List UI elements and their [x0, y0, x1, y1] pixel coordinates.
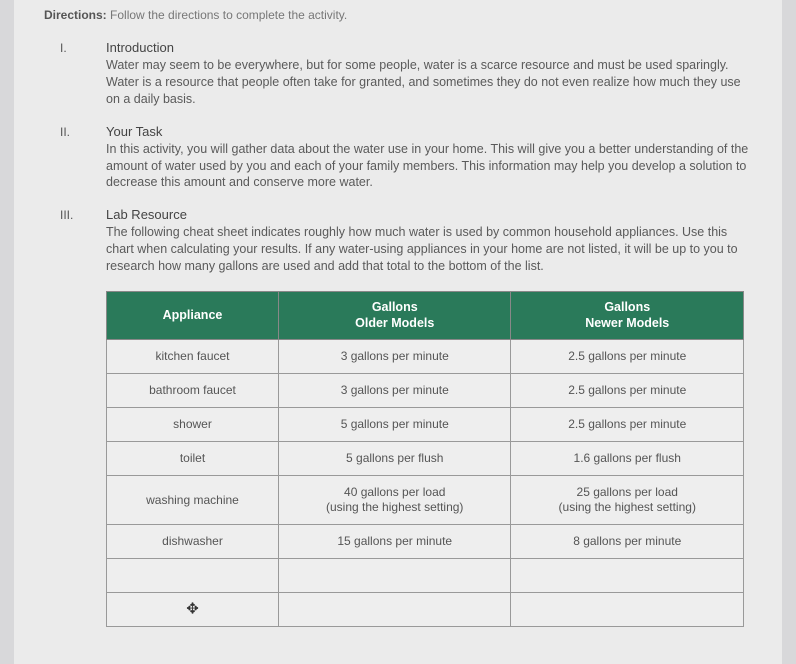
- table-row: kitchen faucet3 gallons per minute2.5 ga…: [107, 340, 744, 374]
- section-num: II.: [60, 124, 106, 192]
- section-title: Your Task: [106, 124, 754, 139]
- section-title: Introduction: [106, 40, 754, 55]
- cell-empty: [278, 559, 511, 593]
- cell-newer: 8 gallons per minute: [511, 525, 744, 559]
- cell-appliance: washing machine: [107, 476, 279, 525]
- section-body: Your Task In this activity, you will gat…: [106, 124, 754, 192]
- directions-bar: Directions: Follow the directions to com…: [42, 8, 754, 22]
- appliance-table: Appliance Gallons Older Models Gallons N…: [106, 291, 744, 627]
- col-label-line2: Newer Models: [585, 316, 669, 330]
- cell-older: 40 gallons per load(using the highest se…: [278, 476, 511, 525]
- cell-empty: [278, 593, 511, 627]
- cell-newer: 2.5 gallons per minute: [511, 408, 744, 442]
- cell-older: 3 gallons per minute: [278, 340, 511, 374]
- section-text: The following cheat sheet indicates roug…: [106, 224, 754, 275]
- cell-empty: [107, 559, 279, 593]
- table-row: bathroom faucet3 gallons per minute2.5 g…: [107, 374, 744, 408]
- table-head: Appliance Gallons Older Models Gallons N…: [107, 291, 744, 339]
- col-appliance: Appliance: [107, 291, 279, 339]
- table-row-empty: [107, 559, 744, 593]
- section-num: III.: [60, 207, 106, 275]
- table-row: dishwasher15 gallons per minute8 gallons…: [107, 525, 744, 559]
- directions-text: Follow the directions to complete the ac…: [110, 8, 347, 22]
- cell-newer: 2.5 gallons per minute: [511, 374, 744, 408]
- table-row: toilet5 gallons per flush1.6 gallons per…: [107, 442, 744, 476]
- col-newer: Gallons Newer Models: [511, 291, 744, 339]
- section-body: Introduction Water may seem to be everyw…: [106, 40, 754, 108]
- section-num: I.: [60, 40, 106, 108]
- section-introduction: I. Introduction Water may seem to be eve…: [42, 40, 754, 108]
- section-text: Water may seem to be everywhere, but for…: [106, 57, 754, 108]
- table-row: washing machine40 gallons per load(using…: [107, 476, 744, 525]
- section-body: Lab Resource The following cheat sheet i…: [106, 207, 754, 275]
- cell-appliance: shower: [107, 408, 279, 442]
- section-text: In this activity, you will gather data a…: [106, 141, 754, 192]
- appliance-table-wrap: Appliance Gallons Older Models Gallons N…: [42, 291, 754, 627]
- cell-newer: 1.6 gallons per flush: [511, 442, 744, 476]
- table-row: shower5 gallons per minute2.5 gallons pe…: [107, 408, 744, 442]
- cell-older: 15 gallons per minute: [278, 525, 511, 559]
- table-row-empty: ✥: [107, 593, 744, 627]
- directions-label: Directions:: [44, 8, 107, 22]
- section-title: Lab Resource: [106, 207, 754, 222]
- col-label-line2: Older Models: [355, 316, 434, 330]
- cell-move-handle[interactable]: ✥: [107, 593, 279, 627]
- cell-older: 5 gallons per minute: [278, 408, 511, 442]
- cell-empty: [511, 559, 744, 593]
- cell-newer: 2.5 gallons per minute: [511, 340, 744, 374]
- move-icon: ✥: [186, 600, 199, 619]
- cell-appliance: toilet: [107, 442, 279, 476]
- cell-appliance: dishwasher: [107, 525, 279, 559]
- col-older: Gallons Older Models: [278, 291, 511, 339]
- col-label-line1: Gallons: [372, 300, 418, 314]
- cell-empty: [511, 593, 744, 627]
- cell-appliance: kitchen faucet: [107, 340, 279, 374]
- section-your-task: II. Your Task In this activity, you will…: [42, 124, 754, 192]
- col-label-line1: Gallons: [604, 300, 650, 314]
- section-lab-resource: III. Lab Resource The following cheat sh…: [42, 207, 754, 275]
- cell-newer: 25 gallons per load(using the highest se…: [511, 476, 744, 525]
- cell-older: 5 gallons per flush: [278, 442, 511, 476]
- col-label: Appliance: [163, 308, 223, 322]
- document-page: Directions: Follow the directions to com…: [14, 0, 782, 664]
- table-header-row: Appliance Gallons Older Models Gallons N…: [107, 291, 744, 339]
- table-body: kitchen faucet3 gallons per minute2.5 ga…: [107, 340, 744, 627]
- cell-appliance: bathroom faucet: [107, 374, 279, 408]
- cell-older: 3 gallons per minute: [278, 374, 511, 408]
